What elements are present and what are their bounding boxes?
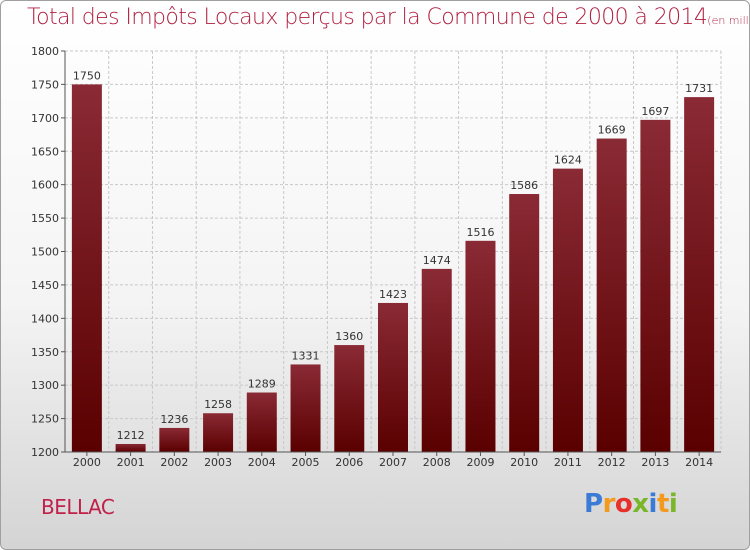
y-tick-label: 1350 xyxy=(31,346,59,359)
y-tick-label: 1750 xyxy=(31,78,59,91)
x-tick-label: 2014 xyxy=(685,456,713,469)
value-label: 1289 xyxy=(248,378,276,391)
y-tick-label: 1400 xyxy=(31,312,59,325)
x-tick-label: 2007 xyxy=(379,456,407,469)
y-tick-label: 1500 xyxy=(31,246,59,259)
axes: 1200 1250 1300 1350 1400 1450 1500 1550 1600 1650… xyxy=(31,45,721,469)
value-label: 1586 xyxy=(510,179,538,192)
bar-2013 xyxy=(640,119,671,453)
value-label: 1360 xyxy=(335,330,363,343)
chart-title: Total des Impôts Locaux perçus par la Co… xyxy=(27,5,749,30)
x-tick-label: 2002 xyxy=(160,456,188,469)
chart-unit: (en milliers d'€) xyxy=(707,14,749,27)
bar-2008 xyxy=(421,268,452,452)
x-tick-label: 2010 xyxy=(510,456,538,469)
value-label: 1474 xyxy=(423,254,451,267)
bars: 1750 1212 1236 1258 1289 1331 1360 1423 1474 1516… xyxy=(71,69,715,453)
y-tick-label: 1650 xyxy=(31,145,59,158)
y-tick-label: 1250 xyxy=(31,413,59,426)
bar-2005 xyxy=(290,364,321,452)
value-label: 1236 xyxy=(160,413,188,426)
x-tick-label: 2006 xyxy=(335,456,363,469)
bar-2004 xyxy=(246,392,277,452)
x-tick-label: 2013 xyxy=(641,456,669,469)
bar-2003 xyxy=(203,413,234,452)
bar-2010 xyxy=(509,194,540,453)
value-label: 1697 xyxy=(641,105,669,118)
x-tick-label: 2003 xyxy=(204,456,232,469)
x-tick-label: 2009 xyxy=(466,456,494,469)
proxiti-logo: Proxiti xyxy=(584,489,678,519)
value-label: 1731 xyxy=(685,82,713,95)
bar-2000 xyxy=(71,84,102,453)
y-tick-label: 1550 xyxy=(31,212,59,225)
value-label: 1669 xyxy=(598,124,626,137)
x-tick-label: 2000 xyxy=(73,456,101,469)
y-tick-label: 1200 xyxy=(31,446,59,459)
value-label: 1258 xyxy=(204,398,232,411)
bar-2014 xyxy=(684,97,715,453)
value-label: 1516 xyxy=(466,226,494,239)
y-tick-label: 1450 xyxy=(31,279,59,292)
x-tick-label: 2008 xyxy=(423,456,451,469)
commune-name: BELLAC xyxy=(41,495,115,519)
bar-2011 xyxy=(552,168,583,453)
y-tick-label: 1600 xyxy=(31,179,59,192)
x-tick-label: 2001 xyxy=(117,456,145,469)
x-tick-label: 2011 xyxy=(554,456,582,469)
value-label: 1423 xyxy=(379,288,407,301)
bar-2012 xyxy=(596,138,627,452)
bar-2009 xyxy=(465,240,496,452)
value-label: 1624 xyxy=(554,154,582,167)
x-tick-label: 2012 xyxy=(598,456,626,469)
y-tick-label: 1800 xyxy=(31,45,59,58)
y-tick-label: 1700 xyxy=(31,112,59,125)
value-label: 1331 xyxy=(292,349,320,362)
x-tick-label: 2005 xyxy=(292,456,320,469)
x-tick-label: 2004 xyxy=(248,456,276,469)
y-tick-label: 1300 xyxy=(31,379,59,392)
chart-title-text: Total des Impôts Locaux perçus par la Co… xyxy=(27,5,708,30)
value-label: 1212 xyxy=(117,429,145,442)
bar-2007 xyxy=(378,302,408,452)
value-label: 1750 xyxy=(73,69,101,82)
bar-2001 xyxy=(115,443,146,452)
bar-2006 xyxy=(334,345,365,452)
bar-2002 xyxy=(159,427,190,452)
